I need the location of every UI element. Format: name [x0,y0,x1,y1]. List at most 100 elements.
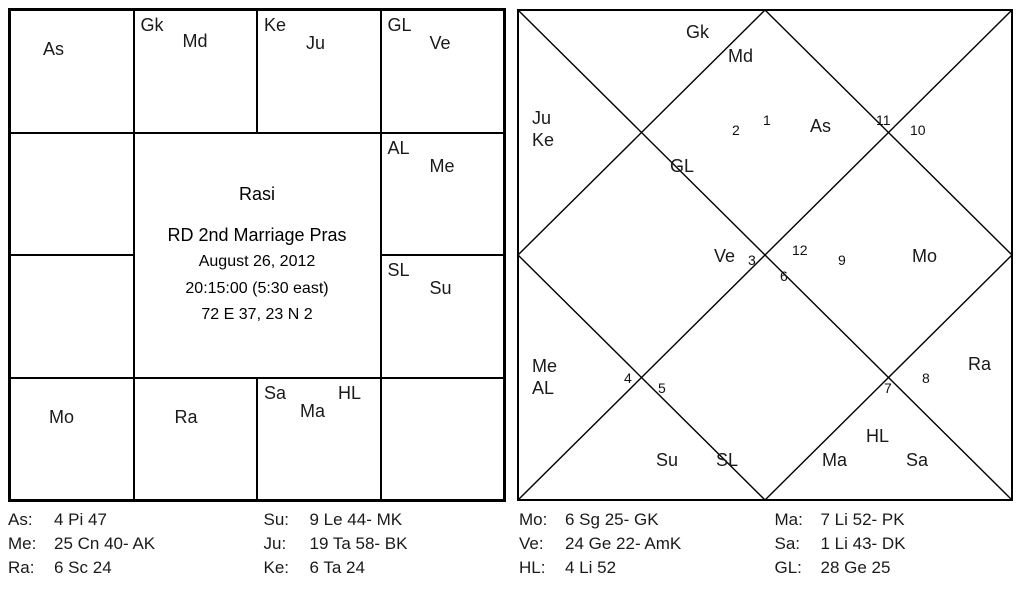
planet-label: As [43,39,64,60]
planet-label: GL [388,15,412,36]
house-number: 5 [658,380,666,396]
legend-key: Su: [264,510,310,530]
chart-coords: 72 E 37, 23 N 2 [201,305,312,326]
planet-label: AL [388,138,410,159]
legend-entry: Ve:24 Ge 22- AmK [519,534,761,554]
planet-label: Md [728,46,753,67]
planet-label: SL [388,260,410,281]
planet-label: HL [338,383,361,404]
legend-value: 6 Sc 24 [54,558,250,578]
south-house-5: AL Me [381,133,505,256]
legend-value: 19 Ta 58- BK [310,534,506,554]
planet-label: Me [532,356,557,377]
south-house-1: As [10,10,134,133]
legend-value: 6 Ta 24 [310,558,506,578]
planet-label: Ju [306,33,325,54]
planet-label: Ve [714,246,735,267]
south-house-10: Mo [10,378,134,501]
planet-label: Mo [49,407,74,428]
house-number: 4 [624,370,632,386]
planet-label: Ra [968,354,991,375]
planet-label: Su [430,278,452,299]
legend-key: Ma: [775,510,821,530]
legend-value: 1 Li 43- DK [821,534,1017,554]
house-number: 1 [763,112,771,128]
chart-time: 20:15:00 (5:30 east) [185,279,328,300]
planet-label: Ma [300,401,325,422]
chart-title: Rasi [239,184,275,205]
legend-key: Ju: [264,534,310,554]
planet-label: Gk [686,22,709,43]
planet-label: Ra [175,407,198,428]
legend-entry: GL:28 Ge 25 [775,558,1017,578]
legend-key: Ke: [264,558,310,578]
planet-label: AL [532,378,554,399]
legend-key: Mo: [519,510,565,530]
planet-label: SL [716,450,738,471]
legend-key: Me: [8,534,54,554]
legend-key: HL: [519,558,565,578]
house-number: 3 [748,252,756,268]
house-number: 7 [884,380,892,396]
legend-entry: Ke:6 Ta 24 [264,558,506,578]
south-house-3: Ke Ju [257,10,381,133]
house-number: 10 [910,122,926,138]
legend-value: 4 Li 52 [565,558,761,578]
legend-value: 9 Le 44- MK [310,510,506,530]
house-number: 2 [732,122,740,138]
planet-label: HL [866,426,889,447]
legend-value: 7 Li 52- PK [821,510,1017,530]
legend-value: 28 Ge 25 [821,558,1017,578]
planet-label: Sa [906,450,928,471]
legend-entry: Mo:6 Sg 25- GK [519,510,761,530]
planet-label: Gk [141,15,164,36]
legend-entry: Me:25 Cn 40- AK [8,534,250,554]
legend-entry: Su:9 Le 44- MK [264,510,506,530]
house-number: 12 [792,242,808,258]
legend-value: 6 Sg 25- GK [565,510,761,530]
legend-entry: Sa:1 Li 43- DK [775,534,1017,554]
south-house-12 [10,133,134,256]
house-number: 8 [922,370,930,386]
legend-value: 4 Pi 47 [54,510,250,530]
legend-value: 24 Ge 22- AmK [565,534,761,554]
planet-positions-legend: As:4 Pi 47 Su:9 Le 44- MK Mo:6 Sg 25- GK Ma… [8,510,1016,578]
planet-label: Sa [264,383,286,404]
planet-label: As [810,116,831,137]
legend-key: Ra: [8,558,54,578]
south-house-11 [10,255,134,378]
south-house-6: SL Su [381,255,505,378]
planet-label: Me [430,156,455,177]
legend-value: 25 Cn 40- AK [54,534,250,554]
house-number: 6 [780,268,788,284]
north-chart-frame [516,8,1014,502]
legend-entry: Ma:7 Li 52- PK [775,510,1017,530]
north-indian-chart: GkMdAsJuKeGLVeMoMeALRaSuSLMaHLSa 1211103… [516,8,1014,502]
planet-label: Ke [532,130,554,151]
south-indian-chart: As Gk Md Ke Ju Rasi RD 2nd Marriage Pras A… [8,8,506,502]
planet-label: Su [656,450,678,471]
south-chart-center: Rasi RD 2nd Marriage Pras August 26, 201… [134,133,381,378]
planet-label: GL [670,156,694,177]
legend-entry: HL:4 Li 52 [519,558,761,578]
planet-label: Md [183,31,208,52]
house-number: 11 [876,112,891,128]
planet-label: Ve [430,33,451,54]
legend-key: As: [8,510,54,530]
chart-name: RD 2nd Marriage Pras [167,225,346,246]
house-number: 9 [838,252,846,268]
planet-label: Ma [822,450,847,471]
legend-key: GL: [775,558,821,578]
south-house-7 [381,378,505,501]
planet-label: Ke [264,15,286,36]
planet-label: Ju [532,108,551,129]
legend-key: Ve: [519,534,565,554]
chart-date: August 26, 2012 [199,252,316,273]
south-house-9: Ra [134,378,258,501]
south-house-2: Gk Md [134,10,258,133]
legend-key: Sa: [775,534,821,554]
south-house-8: Sa Ma HL [257,378,381,501]
legend-entry: Ju:19 Ta 58- BK [264,534,506,554]
south-house-4: GL Ve [381,10,505,133]
legend-entry: Ra:6 Sc 24 [8,558,250,578]
